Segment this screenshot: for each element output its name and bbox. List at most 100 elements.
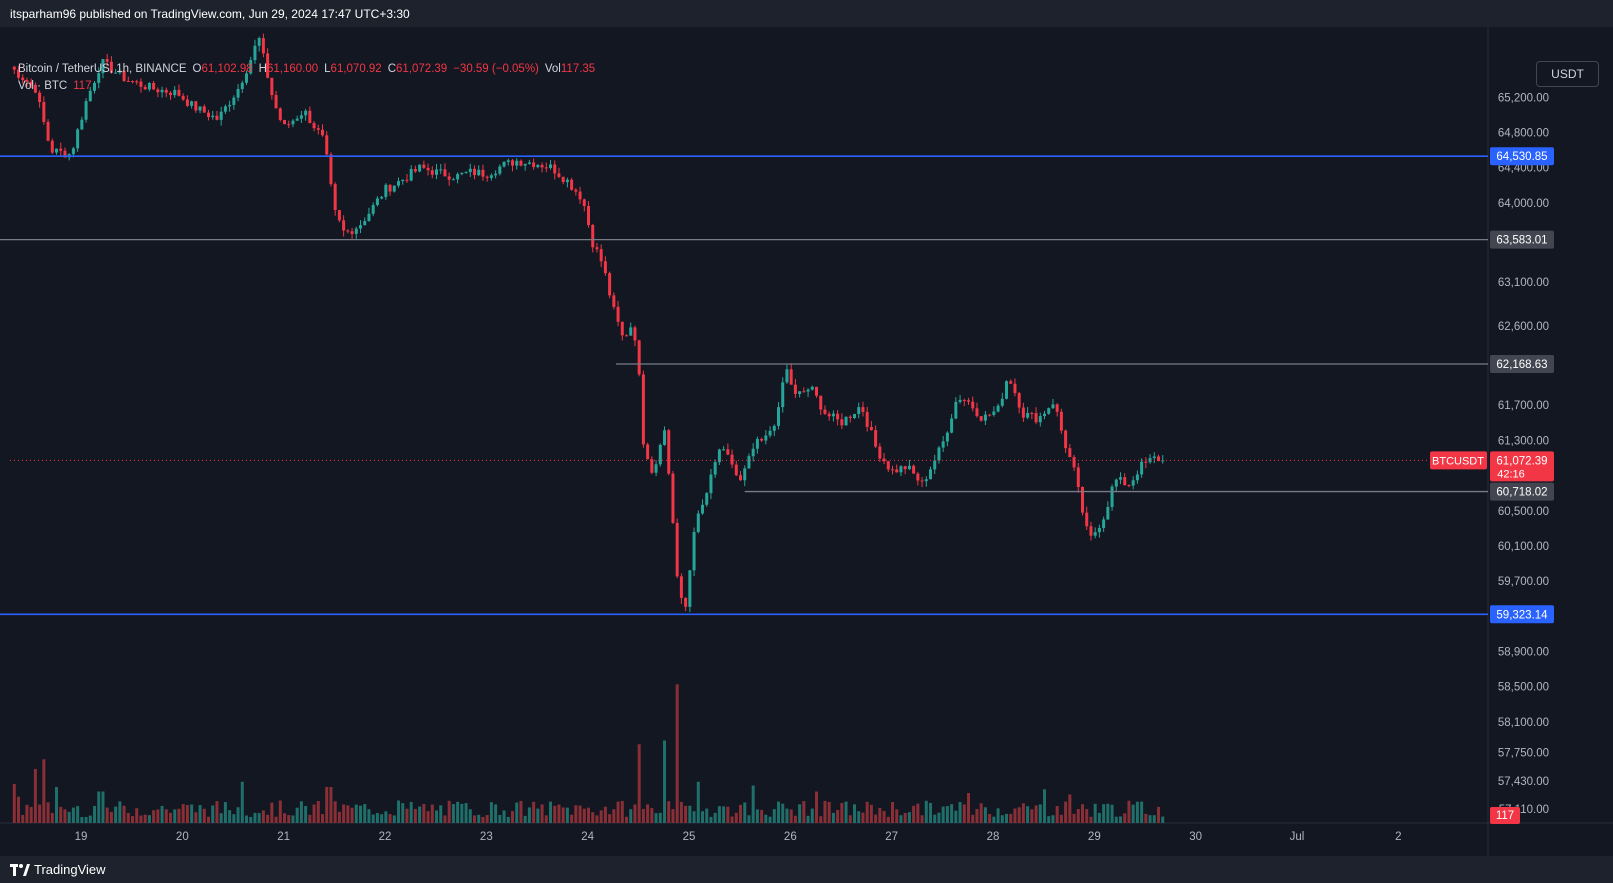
volume-bar	[215, 801, 219, 823]
candle-body	[63, 150, 67, 158]
candle-body	[422, 164, 426, 168]
candlestick-chart[interactable]: 65,200.00 64,800.00 64,400.00 64,000.00 63,1…	[0, 27, 1613, 856]
candle-body	[261, 38, 265, 54]
level-price-tag	[1490, 482, 1554, 501]
volume-bar	[1161, 816, 1165, 823]
candle-body	[164, 89, 168, 93]
candle-body	[409, 169, 413, 181]
current-price-label: 61,072.39	[1496, 455, 1547, 467]
volume-bar	[924, 800, 928, 823]
candle-body	[785, 369, 789, 383]
y-tick-label: 63,100.00	[1498, 277, 1549, 289]
volume-bar	[629, 809, 633, 823]
candle-body	[641, 374, 645, 445]
y-tick-label: 59,700.00	[1498, 576, 1549, 588]
volume-study-label[interactable]: Vol · BTC	[18, 80, 68, 92]
candle-body	[101, 59, 105, 74]
volume-bar	[739, 804, 743, 823]
candle-body	[815, 386, 819, 396]
volume-bar	[363, 804, 367, 823]
volume-bar	[147, 815, 151, 823]
volume-bar	[709, 816, 713, 823]
volume-bar	[882, 810, 886, 823]
volume-bar	[891, 802, 895, 823]
volume-bar	[937, 812, 941, 823]
candle-body	[114, 72, 118, 74]
candle-body	[1009, 381, 1013, 384]
volume-bar	[473, 815, 477, 823]
volume-bar	[688, 805, 692, 823]
y-tick-label: 64,800.00	[1498, 128, 1549, 140]
candle-body	[929, 469, 933, 480]
y-tick-label: 61,700.00	[1498, 400, 1549, 412]
candle-body	[933, 460, 937, 470]
volume-bar	[228, 810, 232, 823]
candle-body	[1119, 477, 1123, 480]
volume-bar	[33, 769, 37, 823]
candle-body	[350, 231, 354, 234]
volume-bar	[84, 816, 88, 823]
volume-bar	[983, 807, 987, 823]
candle-body	[50, 140, 54, 153]
candle-body	[1026, 413, 1030, 418]
y-tick-label: 58,900.00	[1498, 646, 1549, 658]
candle-body	[17, 69, 21, 78]
candle-body	[223, 106, 227, 112]
candle-body	[439, 169, 443, 171]
volume-bar	[1064, 801, 1068, 823]
candle-body	[21, 77, 25, 81]
candle-body	[608, 273, 612, 296]
volume-bar	[1114, 816, 1118, 823]
candle-body	[494, 173, 498, 176]
candle-body	[1157, 456, 1161, 461]
candle-body	[316, 128, 320, 130]
candle-body	[207, 112, 211, 118]
volume-bar	[557, 804, 561, 823]
volume-bar	[160, 805, 164, 823]
candle-body	[169, 92, 173, 96]
candle-body	[895, 469, 899, 473]
volume-bar	[1017, 807, 1021, 823]
volume-bar	[671, 809, 675, 823]
candle-body	[1064, 430, 1068, 449]
volume-bar	[25, 804, 29, 823]
candle-body	[456, 174, 460, 180]
volume-value-tag	[1490, 807, 1520, 824]
symbol-label[interactable]: Bitcoin / TetherUS, 1h, BINANCE	[18, 63, 187, 75]
candle-body	[354, 228, 358, 234]
volume-bar	[844, 801, 848, 823]
candle-body	[435, 169, 439, 175]
candle-body	[536, 164, 540, 168]
candle-body	[219, 111, 223, 120]
candle-body	[1000, 398, 1004, 406]
candle-body	[477, 169, 481, 176]
candle-body	[515, 160, 519, 166]
volume-bar	[519, 800, 523, 823]
candle-body	[1127, 485, 1131, 487]
volume-bar	[612, 809, 616, 823]
chart-area[interactable]: 65,200.00 64,800.00 64,400.00 64,000.00 63,1…	[0, 27, 1613, 856]
candle-body	[1043, 413, 1047, 417]
volume-bar	[570, 814, 574, 823]
low-label: L	[324, 63, 331, 75]
volume-bar	[1051, 815, 1055, 823]
volume-value-label: 117	[1496, 810, 1514, 822]
x-tick-label: 29	[1088, 831, 1101, 843]
candle-body	[274, 95, 278, 109]
tradingview-logo[interactable]: TradingView	[10, 862, 106, 877]
candle-body	[603, 261, 607, 274]
volume-bar	[865, 801, 869, 823]
candle-body	[147, 82, 151, 90]
candle-body	[418, 164, 422, 172]
candle-body	[886, 461, 890, 470]
candle-body	[384, 184, 388, 197]
candle-body	[819, 395, 823, 410]
candle-body	[185, 99, 189, 106]
candle-body	[511, 160, 515, 166]
volume-bar	[1021, 803, 1025, 823]
candle-body	[1021, 407, 1025, 418]
candle-body	[646, 444, 650, 460]
currency-button[interactable]: USDT	[1536, 61, 1599, 87]
volume-bar	[481, 816, 485, 823]
volume-bar	[996, 808, 1000, 823]
